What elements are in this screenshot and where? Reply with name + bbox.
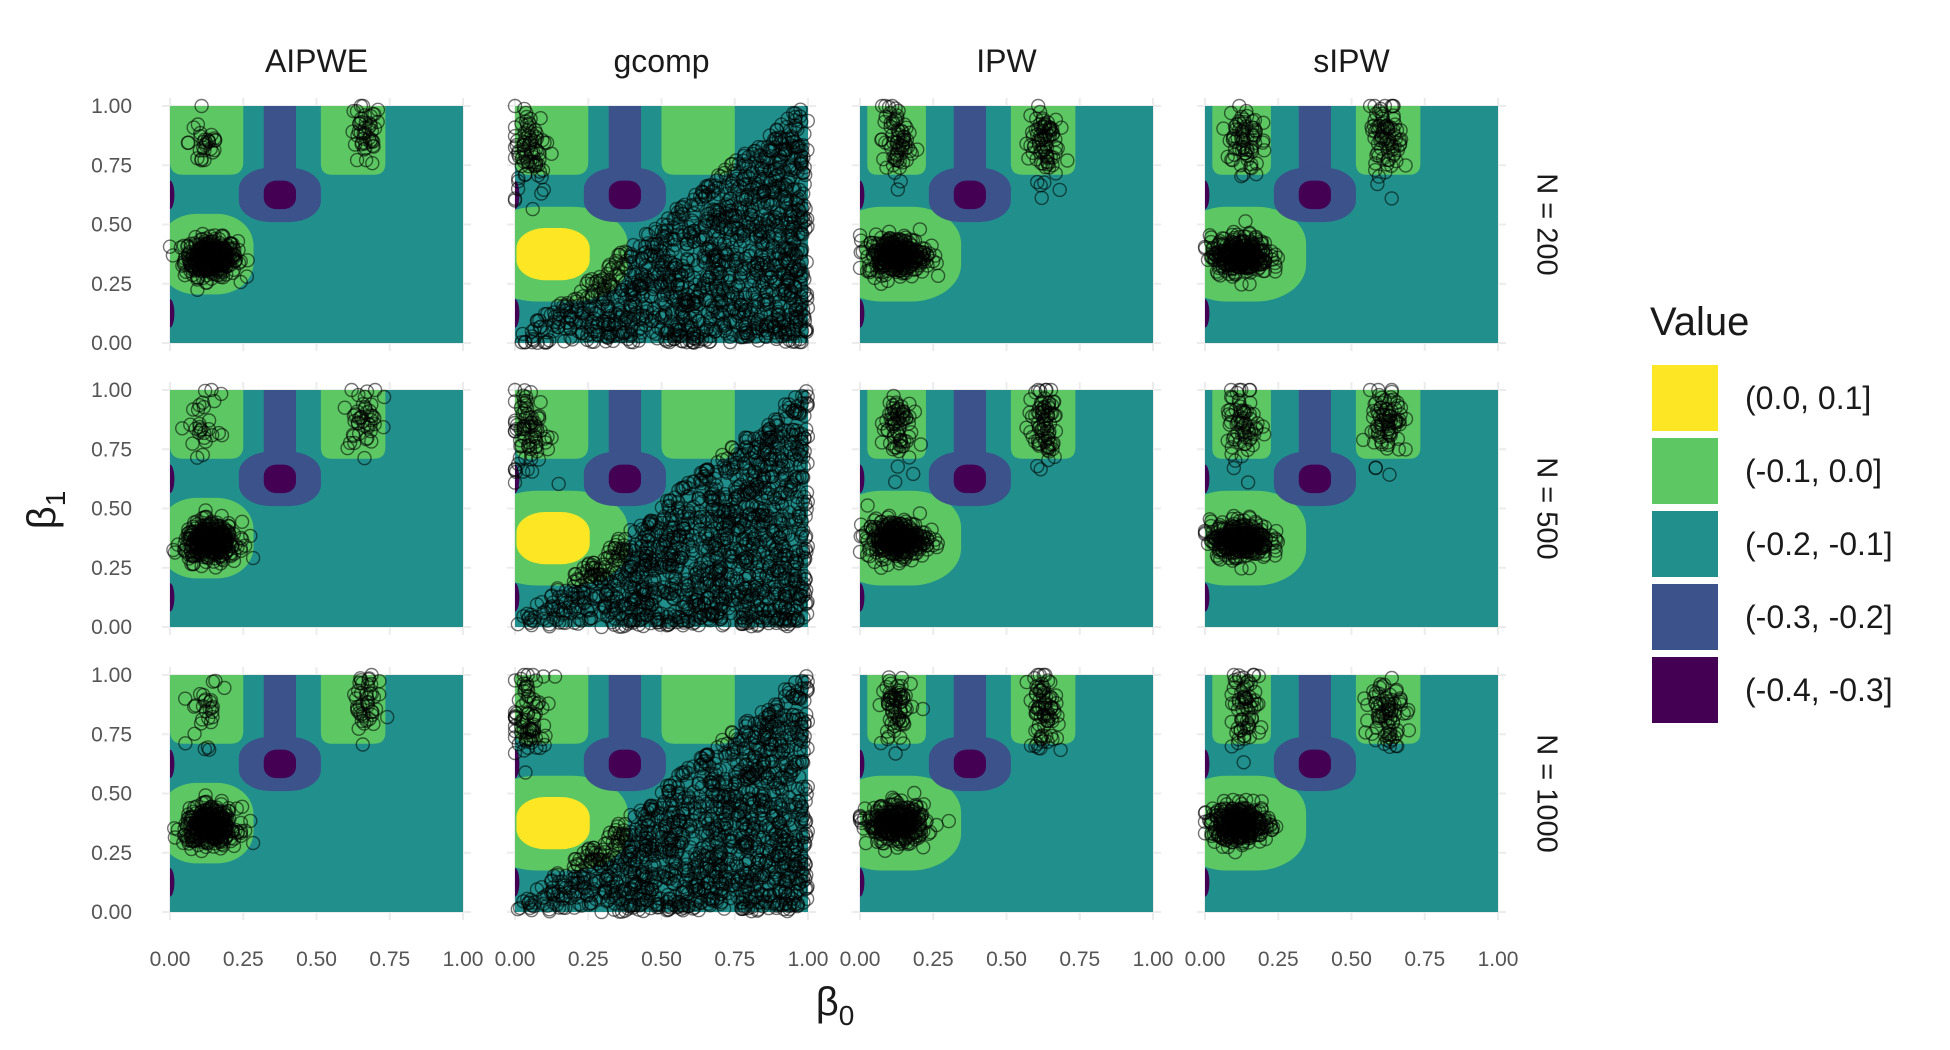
contour-region: [263, 180, 296, 210]
panel-aipwe-r2: [162, 382, 471, 635]
data-point: [194, 98, 209, 114]
data-point: [198, 236, 214, 252]
contour-region: [170, 464, 175, 494]
contour-region: [608, 464, 641, 494]
data-point: [205, 240, 221, 256]
contour-region: [1205, 299, 1210, 328]
data-point: [198, 275, 214, 290]
data-point: [162, 239, 178, 254]
scatter-points: [162, 98, 386, 297]
contour-region: [860, 180, 865, 210]
contour-region: [516, 512, 590, 565]
data-point: [207, 131, 222, 146]
data-point: [346, 103, 361, 119]
data-point: [217, 242, 233, 258]
contour-region: [661, 106, 735, 175]
panel-sipw-r1: [1197, 98, 1506, 351]
data-point: [180, 135, 196, 151]
contour-region: [1298, 180, 1331, 210]
contour-region: [170, 180, 175, 210]
contour-region: [515, 299, 520, 328]
contour-region: [515, 583, 520, 612]
data-point: [365, 155, 380, 171]
data-point: [188, 238, 203, 253]
data-point: [210, 268, 226, 283]
panel-gcomp-r1: [507, 98, 816, 351]
data-point: [193, 125, 208, 141]
contour-region: [608, 180, 641, 210]
data-point: [192, 251, 207, 266]
contour-region: [170, 583, 175, 612]
data-point: [184, 261, 199, 277]
data-point: [185, 267, 201, 283]
contour-region: [860, 464, 865, 494]
data-point: [190, 117, 206, 132]
contour-region: [170, 299, 175, 328]
data-point: [197, 152, 212, 168]
data-point: [240, 253, 255, 268]
data-point: [190, 282, 205, 297]
data-point: [349, 152, 365, 168]
panel-aipwe-r1: [162, 98, 471, 351]
data-point: [165, 248, 181, 263]
contour-region: [860, 583, 865, 612]
panel-ipw-r1: [852, 98, 1161, 351]
data-point: [230, 233, 246, 249]
data-point: [365, 138, 380, 153]
data-point: [353, 98, 369, 114]
contour-region: [953, 180, 986, 210]
scatter-points: [507, 98, 816, 350]
contour-region: [860, 299, 865, 328]
contour-region: [516, 228, 590, 281]
data-point: [197, 143, 212, 158]
contour-region: [1205, 180, 1210, 210]
panel-gcomp-r2: [507, 382, 816, 635]
panel-ipw-r2: [852, 382, 1161, 635]
data-point: [207, 142, 222, 158]
data-point: [361, 120, 376, 136]
data-point: [182, 256, 198, 271]
data-point: [233, 274, 248, 290]
data-point: [367, 121, 383, 136]
data-point: [213, 245, 228, 260]
data-point: [180, 238, 196, 253]
data-point: [205, 145, 220, 160]
contour-region: [953, 464, 986, 494]
contour-region: [263, 464, 296, 494]
